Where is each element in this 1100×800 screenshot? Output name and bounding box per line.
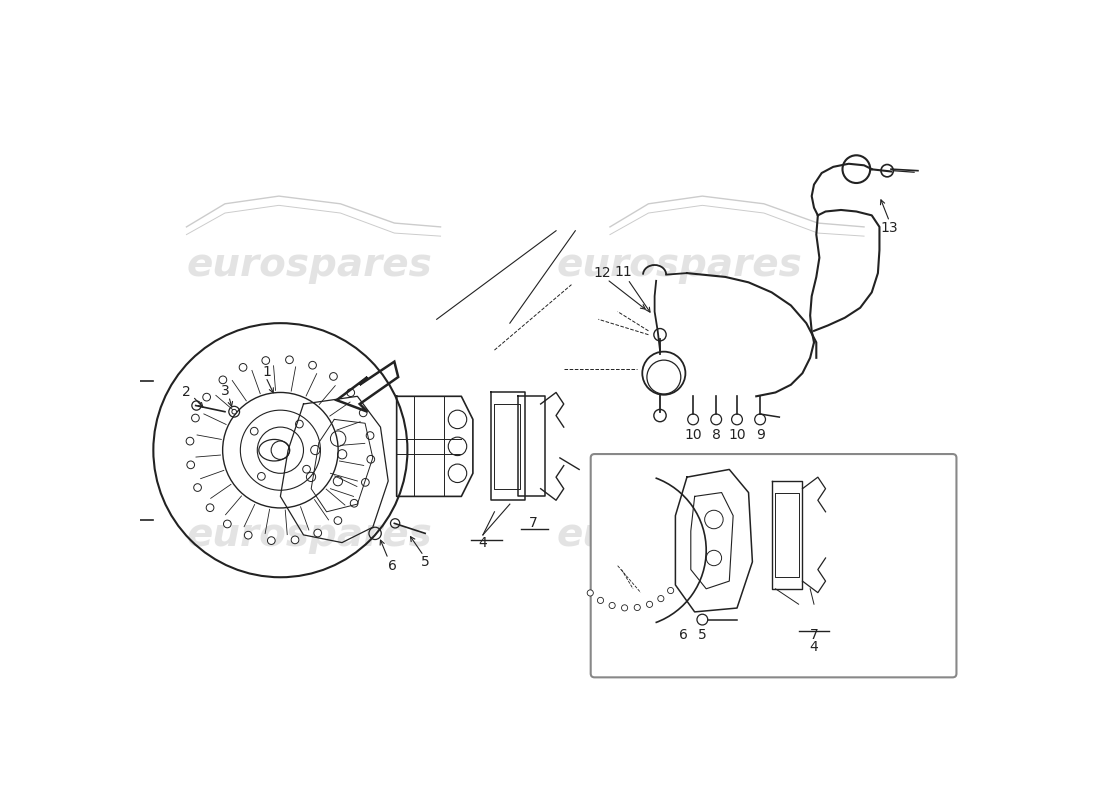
Circle shape	[262, 357, 270, 364]
Circle shape	[621, 605, 628, 611]
Text: eurospares: eurospares	[187, 246, 432, 284]
Circle shape	[609, 602, 615, 609]
Circle shape	[267, 537, 275, 545]
Circle shape	[314, 529, 321, 537]
Circle shape	[186, 438, 194, 445]
Circle shape	[232, 410, 236, 414]
Text: 7: 7	[810, 628, 818, 642]
Circle shape	[362, 478, 370, 486]
Circle shape	[597, 598, 604, 603]
Circle shape	[330, 373, 338, 380]
FancyBboxPatch shape	[591, 454, 957, 678]
Circle shape	[334, 517, 342, 524]
Text: 10: 10	[684, 428, 702, 442]
Circle shape	[286, 356, 294, 364]
Text: eurospares: eurospares	[187, 516, 432, 554]
Text: 9: 9	[756, 428, 764, 442]
Circle shape	[366, 432, 374, 439]
Text: eurospares: eurospares	[557, 516, 802, 554]
Text: 10: 10	[728, 428, 746, 442]
Text: eurospares: eurospares	[557, 246, 802, 284]
Text: 5: 5	[698, 628, 706, 642]
Circle shape	[187, 461, 195, 469]
Circle shape	[219, 376, 227, 384]
Text: 1: 1	[263, 365, 272, 378]
Text: 5: 5	[421, 555, 429, 569]
Text: 6: 6	[679, 628, 688, 642]
Text: 2: 2	[183, 386, 190, 399]
Circle shape	[367, 455, 375, 463]
Circle shape	[271, 441, 289, 459]
Text: 4: 4	[810, 640, 818, 654]
Text: 13: 13	[881, 222, 899, 235]
Circle shape	[647, 602, 652, 607]
Circle shape	[244, 531, 252, 539]
Text: 7: 7	[529, 516, 537, 530]
Circle shape	[346, 389, 354, 397]
Circle shape	[360, 409, 367, 417]
Text: 3: 3	[221, 384, 229, 398]
Circle shape	[658, 595, 664, 602]
Circle shape	[587, 590, 593, 596]
Circle shape	[350, 499, 358, 507]
Text: 6: 6	[387, 558, 396, 573]
Circle shape	[239, 363, 246, 371]
Circle shape	[635, 605, 640, 610]
Circle shape	[292, 536, 299, 544]
Circle shape	[223, 520, 231, 528]
Circle shape	[206, 504, 213, 511]
Circle shape	[194, 484, 201, 491]
Circle shape	[191, 414, 199, 422]
Circle shape	[202, 394, 210, 401]
Circle shape	[668, 587, 673, 594]
Circle shape	[309, 362, 317, 369]
Text: 11: 11	[614, 265, 631, 278]
Text: 12: 12	[593, 266, 612, 280]
Text: 4: 4	[478, 536, 487, 550]
Text: 8: 8	[712, 428, 720, 442]
